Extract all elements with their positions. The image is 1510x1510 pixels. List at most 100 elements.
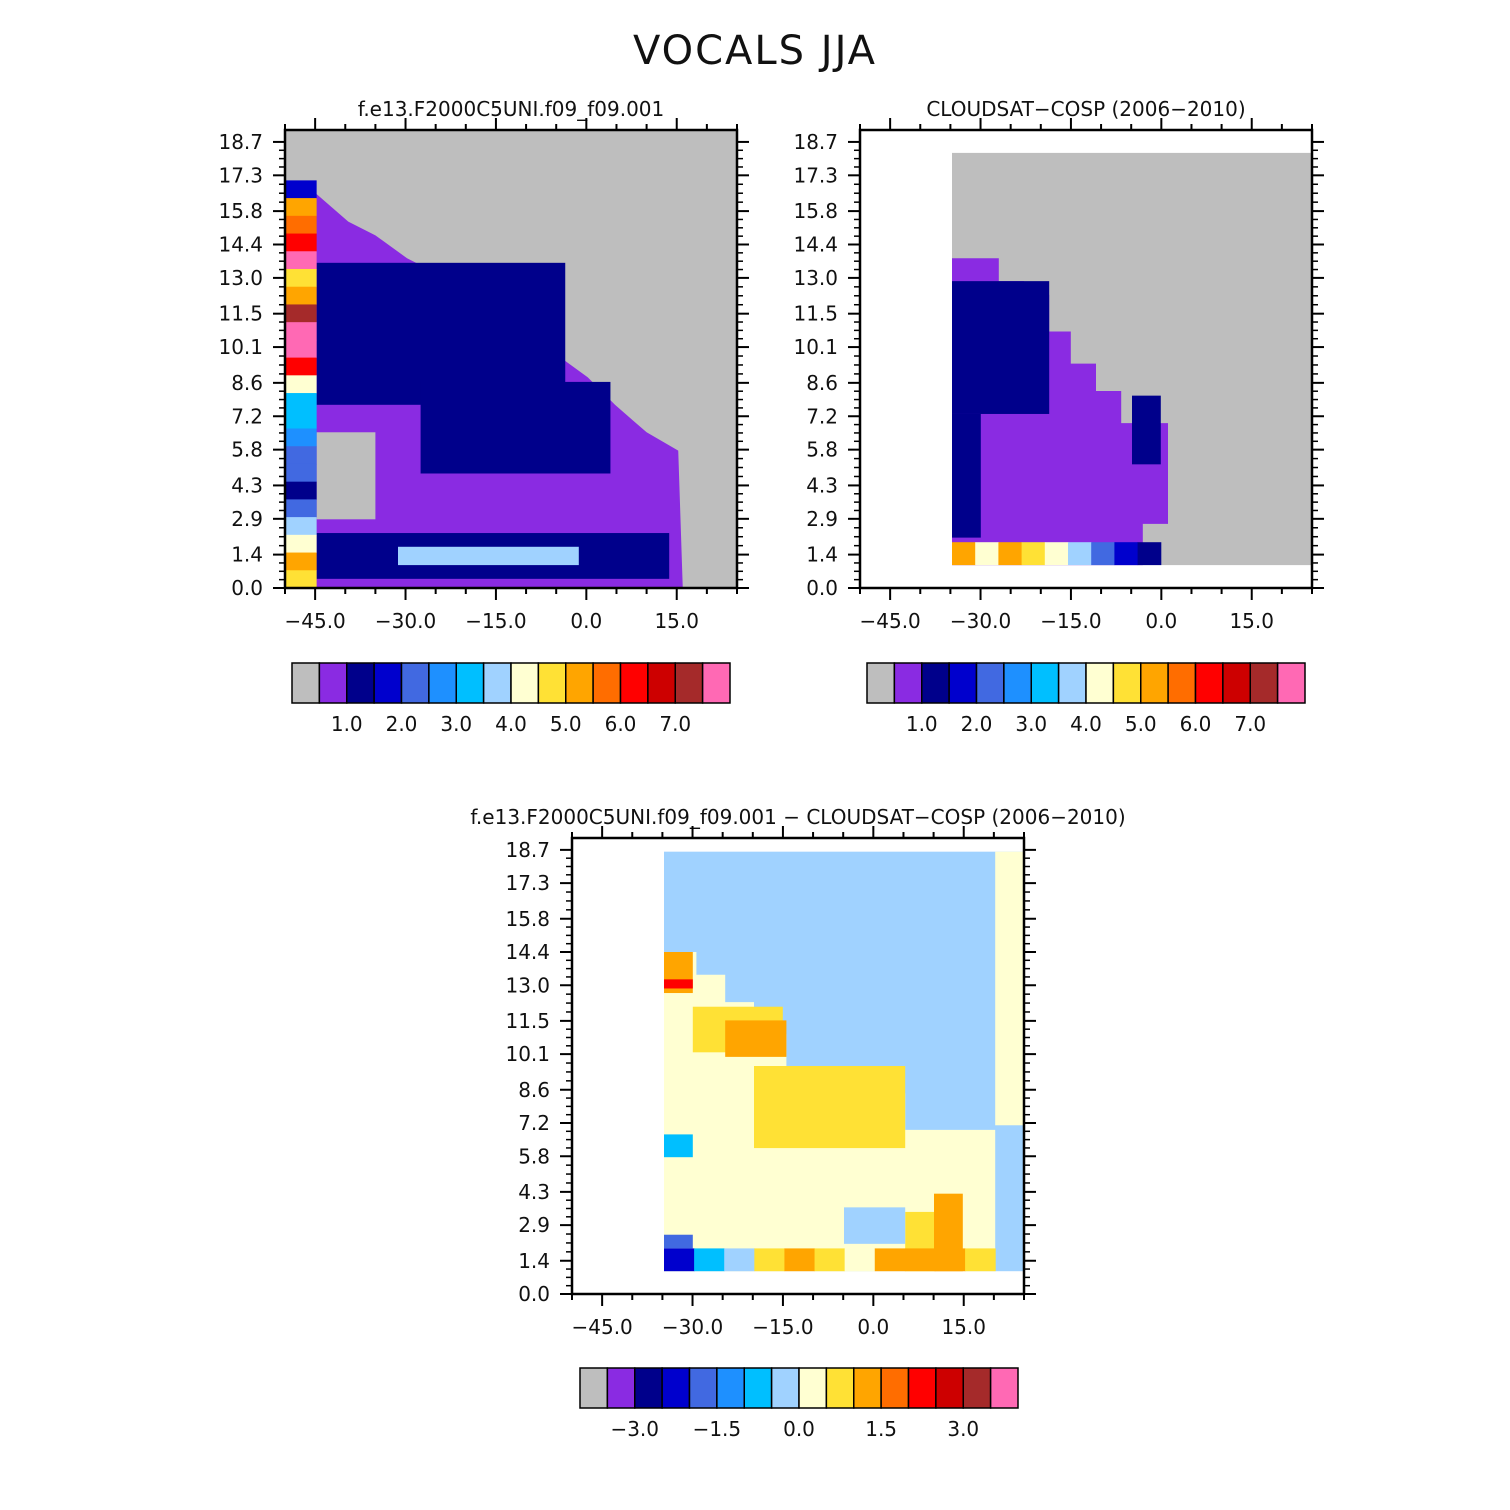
colorbar-box: [1276, 662, 1306, 704]
panel-model: f.e13.F2000C5UNI.f09_f09.001 −45.0 −30.0 −1…: [218, 97, 749, 736]
y-tick-label: 8.6: [806, 371, 838, 395]
y-tick-label: 11.5: [793, 302, 838, 326]
colorbar-box: [291, 662, 321, 704]
colorbar-label: 3.0: [1015, 712, 1047, 736]
field-cell: [784, 1248, 816, 1272]
colorbar-box: [428, 662, 457, 704]
colorbar-label: 3.0: [440, 712, 472, 736]
colorbar-box: [373, 662, 403, 704]
plot-frame: [858, 128, 1314, 590]
field-cell: [1021, 542, 1046, 566]
field-region: [952, 413, 981, 538]
x-tick-label: −15.0: [1040, 609, 1101, 633]
colorbar-box: [647, 662, 676, 704]
colorbar-label: −3.0: [610, 1417, 659, 1441]
field-cell: [724, 1248, 755, 1272]
field-cell: [1137, 542, 1162, 566]
colorbar-label: 4.0: [1070, 712, 1102, 736]
y-tick-label: 8.6: [231, 371, 263, 395]
colorbar-box: [880, 1367, 910, 1409]
field-region: [316, 262, 566, 405]
field-cell: [285, 375, 317, 394]
y-tick-label: 17.3: [505, 871, 550, 895]
panel-difference: f.e13.F2000C5UNI.f09_f09.001 − CLOUDSAT−…: [470, 805, 1125, 1441]
field-cell: [664, 1134, 693, 1158]
colorbar-box: [962, 1367, 992, 1409]
y-tick-label: 11.5: [505, 1009, 550, 1033]
colorbar-box: [661, 1367, 691, 1409]
field-region: [844, 1207, 906, 1244]
plot-frame: [283, 128, 739, 590]
colorbar-label: 4.0: [495, 712, 527, 736]
panel-title: f.e13.F2000C5UNI.f09_f09.001: [358, 97, 665, 121]
x-tick-label: −45.0: [859, 609, 920, 633]
y-tick-label: 18.7: [793, 130, 838, 154]
field-cell: [874, 1248, 906, 1272]
colorbar-label: 3.0: [947, 1417, 979, 1441]
colorbar-box: [948, 662, 978, 704]
field-cell: [285, 552, 317, 571]
field-cell: [285, 481, 317, 500]
field-region: [398, 546, 579, 566]
field-cell: [754, 1248, 785, 1272]
panel-title: f.e13.F2000C5UNI.f09_f09.001 − CLOUDSAT−…: [470, 805, 1125, 829]
colorbar-box: [1085, 662, 1115, 704]
x-tick-label: −15.0: [465, 609, 526, 633]
colorbar-box: [975, 662, 1005, 704]
colorbar-box: [688, 1367, 718, 1409]
y-tick-label: 10.1: [505, 1042, 550, 1066]
y-tick-label: 2.9: [518, 1213, 550, 1237]
field-cell: [285, 410, 317, 429]
colorbar-box: [592, 662, 622, 704]
field-cell: [664, 1234, 693, 1249]
field-region: [420, 381, 611, 474]
colorbar-box: [866, 662, 896, 704]
colorbar-box: [1222, 662, 1251, 704]
x-tick-label: 15.0: [941, 1315, 986, 1339]
field-cell: [285, 304, 317, 323]
colorbar-box: [853, 1367, 882, 1409]
colorbar-box: [1003, 662, 1032, 704]
y-tick-label: 8.6: [518, 1078, 550, 1102]
colorbar-box: [455, 662, 485, 704]
colorbar-box: [400, 662, 430, 704]
y-tick-label: 7.2: [806, 404, 838, 428]
colorbar-label: 1.0: [331, 712, 363, 736]
field-cell: [285, 215, 317, 235]
colorbar-box: [1194, 662, 1224, 704]
field-cell: [1114, 542, 1139, 566]
field-cell: [285, 534, 317, 554]
missing-area: [316, 432, 376, 520]
field-cell: [694, 1248, 725, 1272]
y-tick-label: 7.2: [231, 404, 263, 428]
field-region: [664, 979, 693, 989]
y-tick-label: 2.9: [231, 507, 263, 531]
colorbar-box: [743, 1367, 773, 1409]
colorbar-label: 1.5: [865, 1417, 897, 1441]
x-tick-label: −30.0: [375, 609, 436, 633]
y-tick-label: 14.4: [505, 940, 550, 964]
field-cell: [285, 446, 317, 465]
y-tick-label: 15.8: [793, 199, 838, 223]
colorbar-box: [989, 1367, 1019, 1409]
field-cell: [844, 1248, 876, 1272]
panel-title: CLOUDSAT−COSP (2006−2010): [926, 97, 1245, 121]
y-tick-label: 4.3: [231, 473, 263, 497]
y-tick-label: 2.9: [806, 507, 838, 531]
x-tick-label: 15.0: [1229, 609, 1274, 633]
colorbar-box: [701, 662, 731, 704]
y-tick-label: 4.3: [518, 1180, 550, 1204]
field-region: [754, 1066, 906, 1149]
panel-cloudsat: CLOUDSAT−COSP (2006−2010) −45.0 −30.0 −15.0…: [793, 97, 1324, 736]
y-tick-label: 13.0: [793, 266, 838, 290]
field-cell: [285, 286, 317, 305]
colorbar-box: [634, 1367, 663, 1409]
colorbar-box: [1140, 662, 1169, 704]
field-cell: [1044, 542, 1069, 566]
field-cell: [285, 499, 317, 518]
field-region: [995, 851, 1024, 1126]
x-tick-label: 0.0: [570, 609, 602, 633]
colorbar-label: 7.0: [1234, 712, 1266, 736]
y-tick-label: 0.0: [806, 576, 838, 600]
colorbar-box: [907, 1367, 937, 1409]
